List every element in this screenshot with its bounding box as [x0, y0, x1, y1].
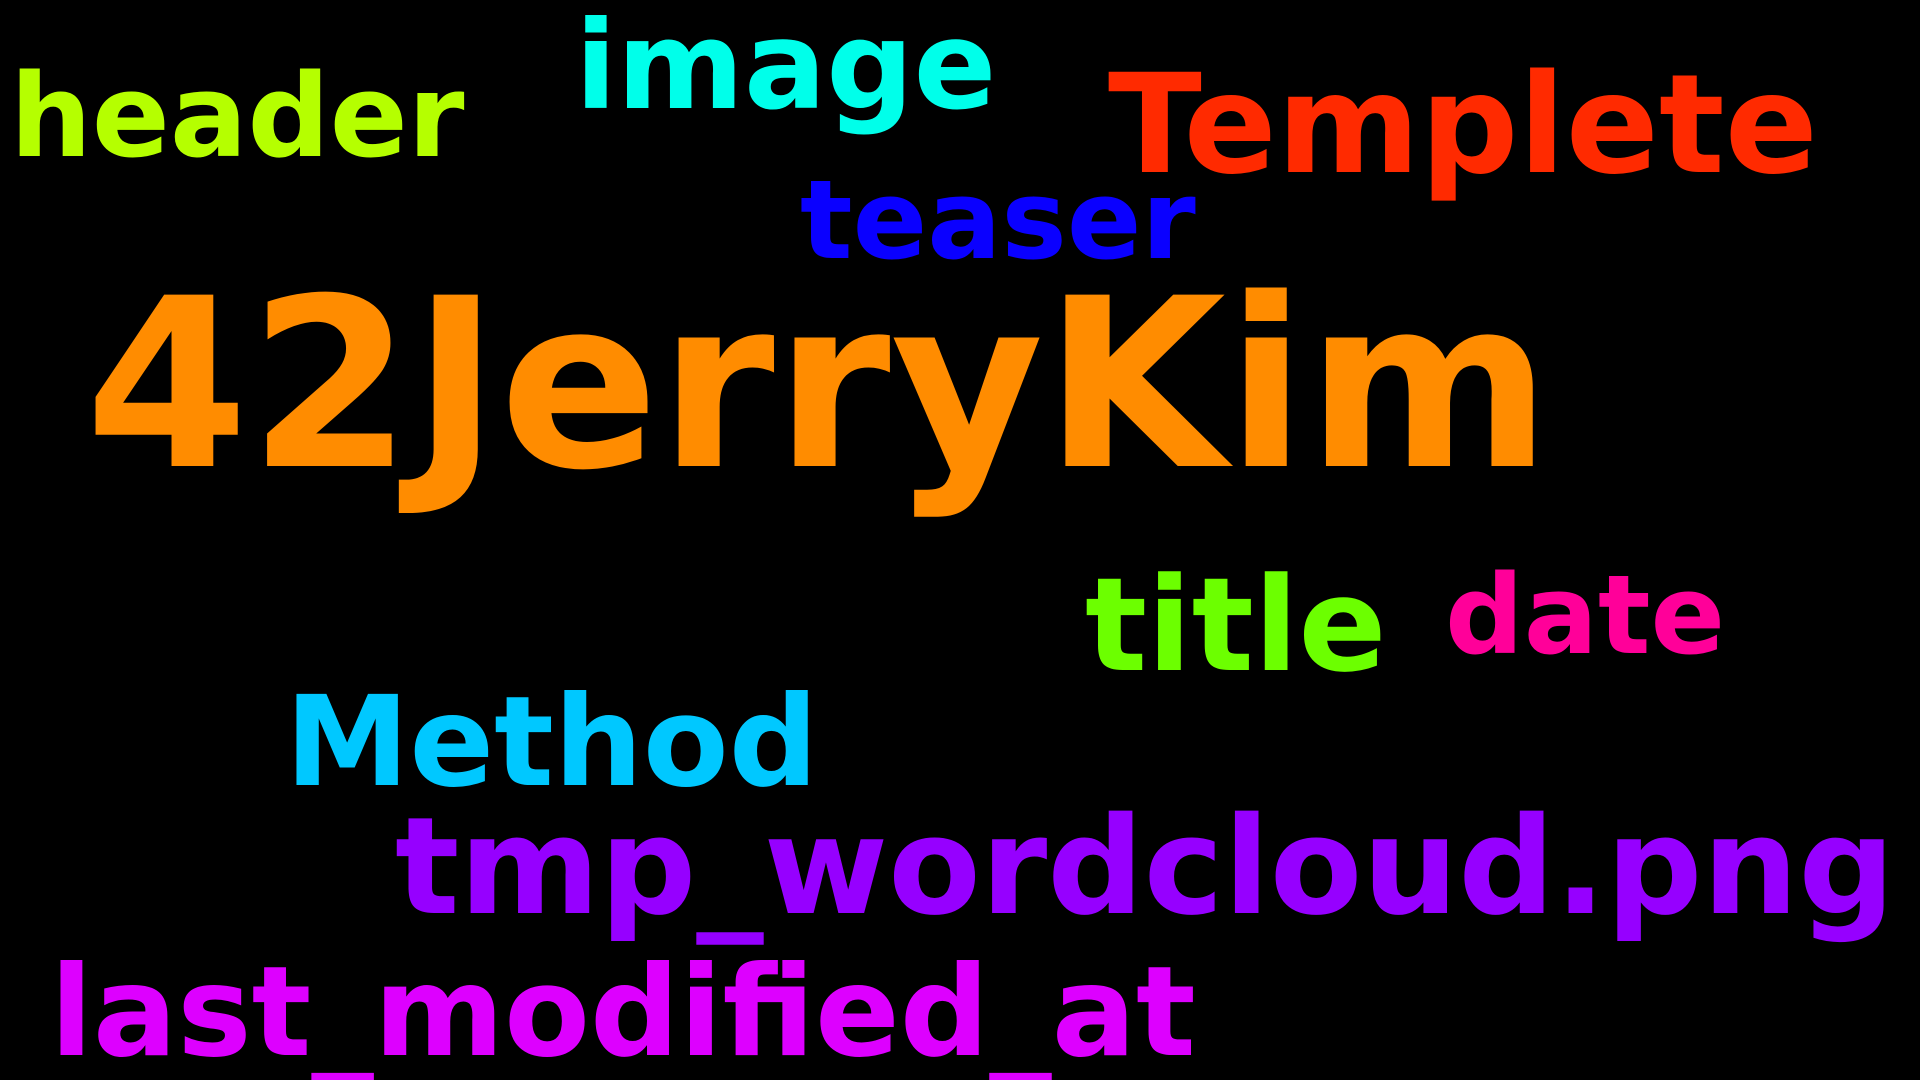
- word-42jerrykim: 42JerryKim: [85, 249, 1552, 522]
- word-title: title: [1085, 549, 1387, 701]
- word-method: Method: [285, 670, 819, 815]
- word-date: date: [1445, 551, 1726, 679]
- word-teaser: teaser: [800, 156, 1196, 284]
- word-image: image: [575, 0, 997, 137]
- word-tmp-wordcloud-png: tmp_wordcloud.png: [395, 788, 1895, 945]
- word-last-modified-at: last_modified_at: [50, 940, 1196, 1080]
- word-header: header: [10, 50, 465, 184]
- word-templete: Templete: [1108, 45, 1818, 205]
